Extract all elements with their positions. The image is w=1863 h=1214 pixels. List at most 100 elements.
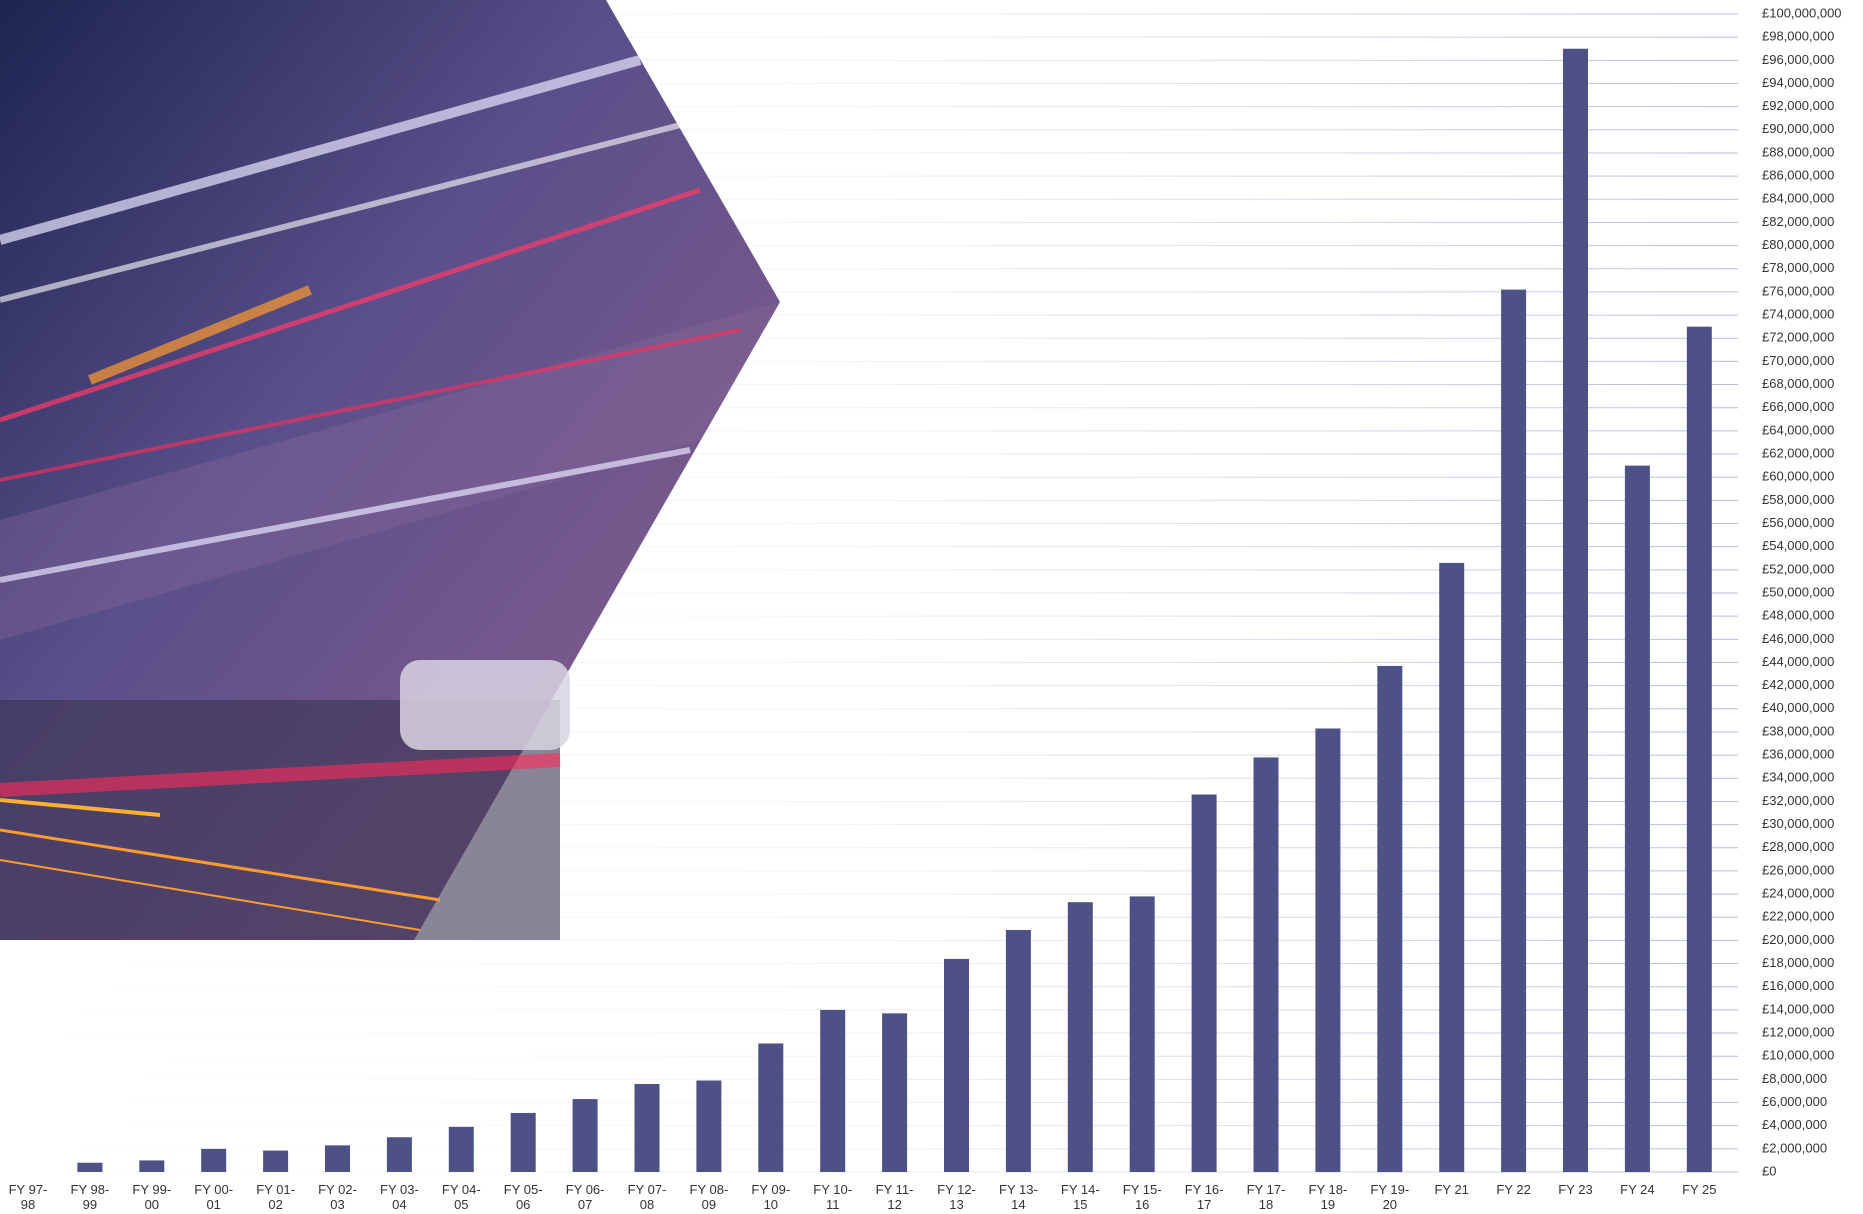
- x-tick-label: FY 19-20: [1370, 1182, 1410, 1212]
- x-tick-label: FY 06-07: [565, 1182, 605, 1212]
- x-tick-label: FY 05-06: [503, 1182, 543, 1212]
- y-tick-label: £38,000,000: [1762, 723, 1834, 738]
- y-tick-label: £56,000,000: [1762, 515, 1834, 530]
- y-tick-label: £4,000,000: [1762, 1117, 1827, 1132]
- y-tick-label: £50,000,000: [1762, 584, 1834, 599]
- bar: [510, 1112, 536, 1172]
- y-tick-label: £12,000,000: [1762, 1024, 1834, 1039]
- y-tick-label: £14,000,000: [1762, 1001, 1834, 1016]
- x-tick-label: FY 03-04: [380, 1182, 419, 1212]
- y-tick-label: £64,000,000: [1762, 422, 1834, 437]
- y-tick-label: £72,000,000: [1762, 330, 1834, 345]
- bar: [1005, 929, 1031, 1172]
- y-tick-label: £100,000,000: [1762, 5, 1842, 20]
- bar: [448, 1126, 474, 1172]
- y-tick-label: £18,000,000: [1762, 955, 1834, 970]
- y-tick-label: £78,000,000: [1762, 260, 1834, 275]
- x-tick-label: FY 04-05: [441, 1182, 481, 1212]
- y-tick-label: £98,000,000: [1762, 29, 1834, 44]
- x-tick-label: FY 14-15: [1060, 1182, 1100, 1212]
- x-tick-label: FY 23: [1558, 1182, 1593, 1197]
- y-tick-label: £54,000,000: [1762, 538, 1834, 553]
- y-tick-label: £24,000,000: [1762, 886, 1834, 901]
- y-tick-label: £16,000,000: [1762, 978, 1834, 993]
- y-tick-label: £2,000,000: [1762, 1140, 1827, 1155]
- y-tick-label: £82,000,000: [1762, 214, 1834, 229]
- bar: [1624, 465, 1650, 1172]
- bar: [944, 958, 969, 1172]
- y-tick-label: £48,000,000: [1762, 608, 1834, 623]
- x-tick-label: FY 10-11: [813, 1182, 853, 1212]
- bar: [1501, 289, 1527, 1172]
- x-tick-label: FY 16-17: [1184, 1182, 1224, 1212]
- y-tick-label: £46,000,000: [1762, 631, 1834, 646]
- x-tick-label: FY 02-03: [318, 1182, 357, 1212]
- x-tick-label: FY 13-14: [999, 1182, 1038, 1212]
- y-tick-label: £92,000,000: [1762, 98, 1834, 113]
- x-tick-label: FY 25: [1682, 1182, 1717, 1197]
- x-tick-label: FY 12-13: [937, 1182, 976, 1212]
- y-tick-label: £84,000,000: [1762, 191, 1834, 206]
- bar: [820, 1009, 846, 1172]
- bar: [696, 1080, 722, 1172]
- bar: [634, 1083, 660, 1172]
- bar: [386, 1137, 412, 1172]
- bar: [1377, 665, 1403, 1172]
- bar: [139, 1160, 165, 1172]
- y-tick-label: £40,000,000: [1762, 700, 1834, 715]
- bar: [325, 1145, 350, 1172]
- x-tick-label: FY 22: [1496, 1182, 1531, 1197]
- y-tick-label: £8,000,000: [1762, 1071, 1827, 1086]
- y-tick-label: £20,000,000: [1762, 932, 1834, 947]
- y-tick-label: £26,000,000: [1762, 862, 1834, 877]
- x-tick-label: FY 08-09: [689, 1182, 729, 1212]
- y-tick-label: £30,000,000: [1762, 816, 1834, 831]
- y-tick-label: £0: [1762, 1163, 1776, 1178]
- y-tick-label: £68,000,000: [1762, 376, 1834, 391]
- x-tick-label: FY 21: [1434, 1182, 1469, 1197]
- bar: [1686, 326, 1712, 1172]
- bar: [1191, 794, 1217, 1172]
- x-tick-label: FY 18-19: [1308, 1182, 1348, 1212]
- y-tick-label: £96,000,000: [1762, 52, 1834, 67]
- x-tick-label: FY 07-08: [627, 1182, 667, 1212]
- x-tick-label: FY 11-12: [875, 1182, 914, 1212]
- y-tick-label: £94,000,000: [1762, 75, 1834, 90]
- bar: [1315, 728, 1341, 1172]
- y-tick-label: £32,000,000: [1762, 793, 1834, 808]
- bar: [77, 1162, 103, 1172]
- y-tick-label: £52,000,000: [1762, 561, 1834, 576]
- y-tick-label: £36,000,000: [1762, 747, 1834, 762]
- y-tick-label: £42,000,000: [1762, 677, 1834, 692]
- y-tick-label: £66,000,000: [1762, 399, 1834, 414]
- y-axis: £0 £2,000,000 £4,000,000 £6,000,000 £8,000,0…: [1762, 5, 1842, 1178]
- y-tick-label: £88,000,000: [1762, 144, 1834, 159]
- bar: [572, 1099, 598, 1172]
- y-tick-label: £34,000,000: [1762, 770, 1834, 785]
- x-tick-label: FY 98-99: [70, 1182, 110, 1212]
- y-tick-label: £62,000,000: [1762, 445, 1834, 460]
- y-tick-label: £76,000,000: [1762, 283, 1834, 298]
- bar: [1439, 562, 1465, 1172]
- x-tick-label: FY 97-98: [8, 1182, 48, 1212]
- x-tick-label: FY 00-01: [194, 1182, 234, 1212]
- y-tick-label: £90,000,000: [1762, 121, 1834, 136]
- y-tick-label: £22,000,000: [1762, 909, 1834, 924]
- y-tick-label: £86,000,000: [1762, 168, 1834, 183]
- y-tick-label: £44,000,000: [1762, 654, 1834, 669]
- bar: [1067, 902, 1093, 1172]
- bars: [77, 48, 1712, 1173]
- x-tick-label: FY 24: [1620, 1182, 1655, 1197]
- photo: [0, 0, 780, 940]
- bar: [758, 1043, 784, 1172]
- bar: [1129, 896, 1155, 1172]
- bar: [263, 1150, 289, 1172]
- bar: [1253, 757, 1279, 1172]
- y-tick-label: £58,000,000: [1762, 492, 1834, 507]
- bar: [1563, 48, 1588, 1173]
- x-tick-label: FY 01-02: [256, 1182, 295, 1212]
- x-tick-label: FY 15-16: [1122, 1182, 1162, 1212]
- x-tick-label: FY 99-00: [132, 1182, 172, 1212]
- y-tick-label: £80,000,000: [1762, 237, 1834, 252]
